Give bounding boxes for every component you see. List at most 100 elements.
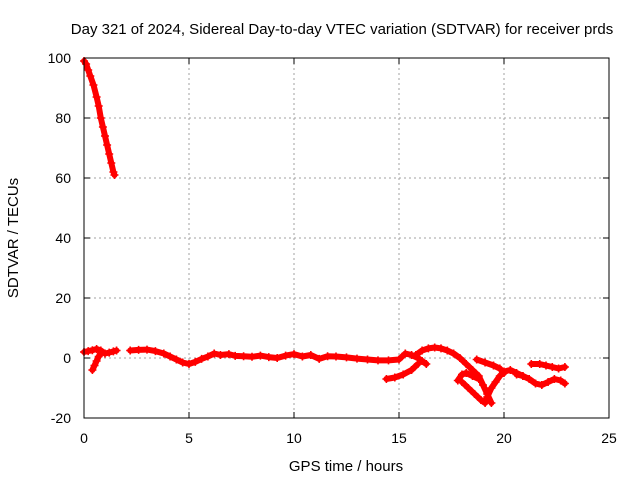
data-point (489, 361, 498, 370)
y-axis-label: SDTVAR / TECUs (5, 178, 22, 298)
data-series (80, 57, 569, 407)
data-point (527, 360, 536, 368)
data-point (395, 355, 403, 364)
data-point (172, 355, 181, 364)
data-point (472, 355, 481, 364)
data-point (92, 357, 101, 365)
data-point (166, 352, 175, 361)
data-point (411, 351, 420, 359)
series-segment-e (527, 360, 569, 373)
data-point (363, 355, 372, 364)
data-point (224, 350, 233, 359)
data-point (560, 379, 569, 388)
x-tick-label: 25 (601, 430, 617, 446)
data-point (455, 354, 464, 362)
data-point (290, 350, 298, 359)
plot-frame (83, 57, 610, 419)
data-point (542, 361, 550, 370)
series-early-decline (80, 57, 119, 179)
data-point (143, 345, 151, 354)
data-point (101, 132, 109, 140)
y-tick-label: 100 (48, 50, 72, 66)
data-point (86, 72, 95, 80)
data-point (231, 351, 240, 360)
data-point (273, 354, 282, 362)
data-point (105, 150, 114, 158)
data-point (134, 345, 143, 354)
data-point (281, 351, 290, 360)
data-point (453, 376, 462, 385)
data-point (525, 375, 534, 383)
data-point (98, 123, 107, 131)
data-point (178, 358, 187, 367)
data-point (560, 363, 569, 371)
data-point (126, 346, 135, 355)
x-tick-label: 20 (496, 430, 512, 446)
data-point (443, 346, 452, 355)
y-tick-label: -20 (51, 410, 71, 426)
chart-title: Day 321 of 2024, Sidereal Day-to-day VTE… (71, 21, 613, 38)
data-point (495, 364, 504, 373)
data-point (82, 60, 91, 68)
data-point (89, 81, 98, 89)
y-tick-label: 40 (55, 230, 71, 246)
series-segment-a-dip (88, 349, 105, 374)
data-point (458, 370, 466, 379)
data-point (203, 352, 212, 361)
data-point (548, 363, 557, 371)
axes: 0 5 10 15 20 25 -20 0 20 40 60 80 100 (48, 50, 617, 446)
data-point (197, 354, 206, 363)
data-point (449, 349, 458, 358)
data-point (399, 370, 408, 379)
data-point (535, 360, 544, 368)
data-point (92, 345, 101, 353)
data-point (323, 352, 332, 361)
data-point (462, 369, 471, 377)
data-point (413, 360, 422, 368)
data-point (374, 356, 382, 365)
data-point (88, 346, 97, 355)
series-line (127, 346, 430, 367)
data-point (315, 354, 324, 363)
data-point (298, 352, 307, 361)
y-tick-label: 0 (63, 350, 71, 366)
data-point (159, 349, 168, 358)
data-point (248, 352, 256, 361)
data-point (556, 376, 565, 385)
data-point (437, 344, 445, 353)
data-point (210, 349, 219, 358)
data-point (479, 381, 487, 389)
data-point (112, 346, 121, 355)
data-point (407, 366, 416, 374)
x-tick-label: 10 (286, 430, 302, 446)
data-point (500, 369, 508, 377)
data-point (353, 354, 361, 363)
series-segment-b (126, 345, 431, 368)
data-point (401, 349, 410, 358)
data-point (470, 390, 479, 398)
data-point (96, 349, 105, 358)
data-point (464, 384, 473, 392)
data-point (506, 366, 515, 374)
data-point (107, 159, 116, 167)
data-point (481, 358, 490, 367)
series-segment-b-low (382, 360, 422, 383)
data-point (105, 348, 114, 357)
x-tick-label: 15 (391, 430, 407, 446)
data-point (418, 357, 427, 365)
data-point (342, 353, 351, 362)
data-point (384, 356, 393, 365)
data-point (216, 351, 225, 359)
y-tick-label: 20 (55, 290, 71, 306)
data-point (332, 352, 340, 361)
series-segment-c4 (472, 355, 508, 377)
data-point (84, 347, 93, 356)
data-point (554, 364, 563, 373)
data-point (92, 93, 101, 101)
data-point (487, 384, 496, 392)
data-point (96, 114, 105, 122)
data-point (306, 351, 315, 359)
data-point (185, 360, 193, 368)
data-point (90, 361, 99, 370)
